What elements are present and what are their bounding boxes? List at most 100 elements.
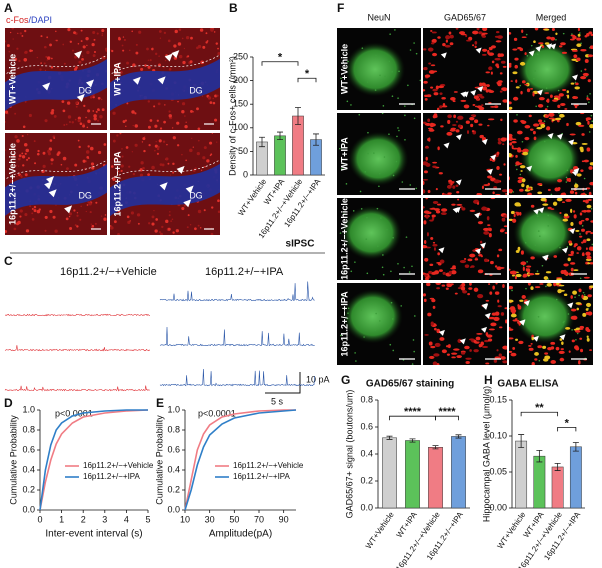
texture-dot bbox=[29, 49, 32, 53]
bouton bbox=[451, 352, 458, 355]
bouton bbox=[425, 156, 428, 161]
green-dot bbox=[376, 245, 379, 247]
bouton bbox=[497, 53, 502, 58]
bouton bbox=[455, 120, 458, 123]
green-dot bbox=[361, 306, 364, 309]
bouton bbox=[485, 90, 489, 93]
texture-dot bbox=[41, 169, 45, 174]
bouton bbox=[547, 188, 551, 192]
texture-dot bbox=[147, 65, 151, 69]
bouton bbox=[502, 99, 507, 103]
texture-dot bbox=[111, 49, 114, 53]
bouton bbox=[516, 130, 523, 135]
arrowhead bbox=[561, 247, 568, 254]
texture-dot bbox=[75, 105, 78, 108]
green-dot bbox=[366, 216, 368, 219]
bouton bbox=[492, 285, 495, 290]
bouton bbox=[487, 182, 490, 186]
bouton bbox=[483, 227, 490, 231]
green-dot bbox=[374, 89, 377, 91]
green-dot bbox=[376, 207, 379, 210]
bouton bbox=[555, 32, 558, 36]
texture-dot bbox=[184, 125, 188, 129]
bouton bbox=[423, 80, 428, 84]
arrowhead bbox=[455, 179, 462, 186]
arrowhead bbox=[547, 132, 554, 139]
bouton bbox=[424, 74, 431, 78]
bouton bbox=[580, 48, 587, 52]
bouton bbox=[423, 245, 428, 249]
significance-label: * bbox=[305, 68, 310, 80]
bouton bbox=[522, 266, 525, 271]
texture-dot bbox=[187, 214, 190, 217]
green-dot bbox=[367, 131, 369, 134]
bouton bbox=[570, 208, 573, 214]
bouton bbox=[460, 286, 466, 291]
bouton bbox=[479, 240, 483, 244]
texture-dot bbox=[147, 100, 150, 103]
texture-dot bbox=[181, 37, 184, 40]
texture-dot bbox=[100, 215, 103, 217]
texture-dot bbox=[158, 231, 162, 234]
bouton bbox=[448, 179, 452, 183]
texture-dot bbox=[181, 206, 185, 211]
bouton bbox=[423, 210, 430, 214]
bouton bbox=[504, 232, 507, 234]
bouton bbox=[576, 307, 579, 311]
green-dot bbox=[373, 152, 375, 154]
significance-bracket bbox=[520, 411, 559, 417]
bouton bbox=[496, 349, 499, 352]
x-tick-label: 5 bbox=[145, 514, 150, 524]
green-dot bbox=[367, 152, 369, 155]
bouton bbox=[565, 327, 571, 330]
bouton bbox=[456, 355, 462, 358]
bouton bbox=[432, 200, 439, 204]
bouton bbox=[585, 251, 591, 256]
green-dot bbox=[392, 174, 395, 177]
micrograph-content bbox=[509, 113, 593, 195]
texture-dot bbox=[12, 217, 15, 220]
bouton bbox=[486, 216, 490, 221]
bouton bbox=[425, 214, 429, 219]
x-tick-label: WT+IPA bbox=[395, 510, 420, 540]
dapi-band bbox=[110, 58, 220, 112]
texture-dot bbox=[15, 164, 18, 167]
bouton bbox=[424, 98, 428, 101]
bouton bbox=[575, 82, 579, 86]
bouton bbox=[428, 128, 435, 132]
texture-dot bbox=[21, 155, 26, 159]
texture-dot bbox=[31, 218, 35, 221]
bouton bbox=[543, 276, 549, 280]
scale-time: 5 s bbox=[271, 396, 284, 406]
texture-dot bbox=[121, 148, 123, 150]
green-dot bbox=[411, 265, 413, 268]
arrowhead bbox=[571, 74, 578, 81]
green-dot bbox=[534, 244, 537, 247]
texture-dot bbox=[207, 96, 212, 100]
bouton bbox=[499, 326, 503, 329]
texture-dot bbox=[134, 143, 138, 147]
bouton bbox=[544, 114, 549, 118]
texture-dot bbox=[82, 124, 86, 128]
green-dot bbox=[359, 190, 362, 193]
texture-dot bbox=[23, 143, 28, 147]
bouton bbox=[435, 283, 441, 285]
texture-dot bbox=[122, 120, 126, 124]
texture-dot bbox=[103, 143, 107, 146]
bouton bbox=[503, 163, 506, 166]
green-dot bbox=[516, 168, 518, 171]
texture-dot bbox=[155, 141, 157, 143]
bouton bbox=[575, 229, 580, 232]
bouton bbox=[451, 181, 455, 183]
bouton bbox=[496, 266, 502, 271]
bouton bbox=[480, 344, 483, 347]
bouton bbox=[428, 62, 432, 65]
green-dot bbox=[557, 75, 560, 78]
bouton bbox=[571, 339, 575, 343]
bouton bbox=[500, 118, 503, 122]
green-dot bbox=[341, 167, 343, 170]
bouton bbox=[525, 268, 528, 272]
micrograph bbox=[110, 133, 220, 235]
bouton bbox=[431, 38, 437, 43]
x-tick-label: 70 bbox=[254, 514, 264, 524]
